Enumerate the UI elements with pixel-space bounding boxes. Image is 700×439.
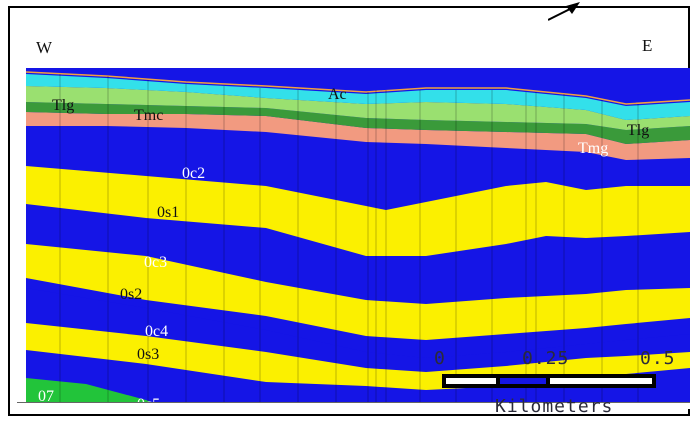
layer-os1	[26, 166, 690, 256]
scale-bar	[442, 374, 656, 388]
label-os1: 0s1	[157, 204, 180, 221]
label-tmg: Tmg	[578, 140, 609, 157]
scale-start-label: 0	[434, 348, 446, 369]
scale-mid-label: 0.25	[522, 348, 570, 369]
label-oc2: 0c2	[182, 165, 206, 182]
east-label: E	[642, 36, 653, 55]
layer-tmc	[26, 102, 690, 144]
arrow-pointer-icon	[548, 2, 580, 21]
label-oc3: 0c3	[144, 254, 168, 271]
label-os3: 0s3	[137, 346, 160, 363]
scale-unit-label: Kilometers	[495, 396, 614, 417]
layer-tmg	[26, 112, 690, 160]
label-tlg-west: Tlg	[52, 97, 75, 114]
grid-lines	[59, 74, 639, 408]
label-oc4: 0c4	[145, 323, 169, 340]
layer-os2	[26, 244, 690, 340]
scale-end-label: 0.5	[640, 348, 676, 369]
layer-ac	[26, 74, 690, 120]
geologic-cross-section	[26, 68, 690, 408]
label-tmc: Tmc	[134, 107, 164, 124]
layer-oc5	[26, 350, 690, 408]
layer-tlg	[26, 86, 690, 130]
label-ac: Ac	[328, 86, 347, 103]
label-o7: 07	[38, 388, 54, 405]
label-os2: 0s2	[120, 286, 143, 303]
layer-o7	[26, 378, 166, 408]
bottom-strip	[17, 402, 690, 409]
label-tlg-east: Tlg	[627, 122, 650, 139]
west-label: W	[36, 38, 53, 57]
